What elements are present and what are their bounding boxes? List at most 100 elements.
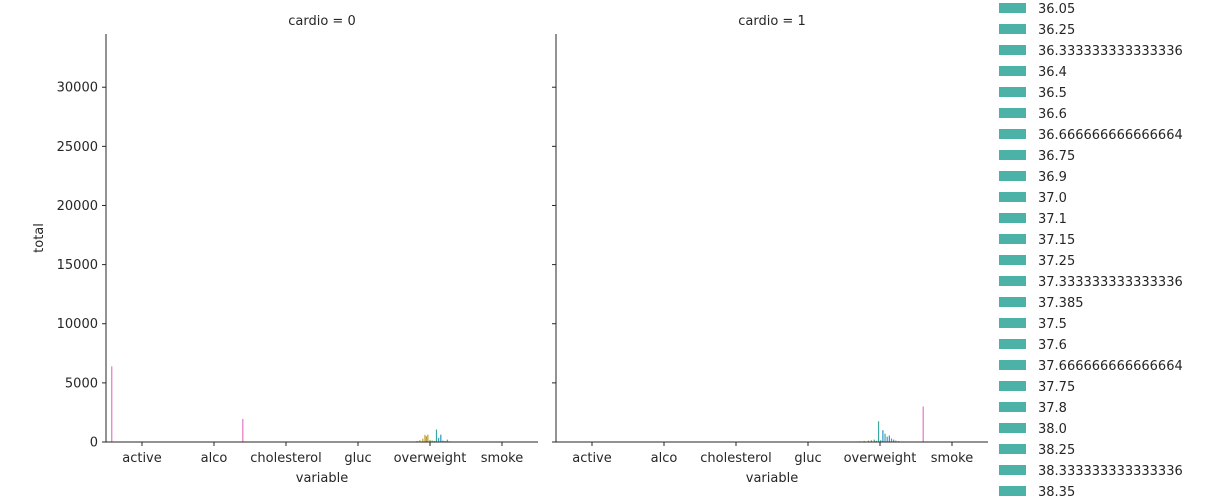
bar-overweight [442, 440, 444, 442]
legend-label: 36.9 [1038, 170, 1067, 185]
x-axis-label: variable [296, 471, 348, 486]
x-axis-label: variable [746, 471, 798, 486]
bar-overweight [863, 440, 865, 442]
legend-swatch [999, 444, 1026, 454]
legend-swatch [999, 297, 1026, 307]
legend-swatch [999, 402, 1026, 412]
legend-label: 38.0 [1038, 422, 1067, 437]
x-tick-label: active [572, 451, 612, 466]
bar-overweight [429, 439, 431, 442]
bar-overweight [890, 438, 893, 442]
legend-swatch [999, 66, 1026, 76]
legend-label: 37.666666666666664 [1038, 359, 1183, 374]
legend-label: 36.25 [1038, 23, 1075, 38]
bar-overweight [431, 440, 433, 442]
bar-overweight [435, 429, 438, 442]
legend-label: 37.1 [1038, 212, 1067, 227]
bar-overweight [882, 430, 884, 442]
legend-label: 36.6 [1038, 107, 1067, 122]
legend-label: 36.666666666666664 [1038, 128, 1183, 143]
y-tick-label: 20000 [57, 199, 98, 214]
legend-swatch [999, 276, 1026, 286]
bar-overweight [886, 436, 888, 442]
legend-label: 37.333333333333336 [1038, 275, 1183, 290]
legend-swatch [999, 24, 1026, 34]
x-tick-label: overweight [394, 451, 467, 466]
x-tick-label: cholesterol [250, 451, 321, 466]
legend-swatch [999, 192, 1026, 202]
legend-label: 37.6 [1038, 338, 1067, 353]
legend-swatch [999, 360, 1026, 370]
legend-swatch [999, 129, 1026, 139]
bar-overweight [438, 437, 440, 442]
bar-overweight [877, 421, 880, 442]
y-tick-label: 10000 [57, 317, 98, 332]
x-tick-label: overweight [844, 451, 917, 466]
legend-swatch [999, 465, 1026, 475]
y-axis-label: total [32, 223, 47, 253]
bar-overweight [424, 434, 426, 442]
bar-overweight [433, 440, 435, 442]
x-tick-label: alco [651, 451, 678, 466]
bar-active [111, 366, 113, 442]
y-tick-label: 15000 [57, 258, 98, 273]
legend-label: 37.8 [1038, 401, 1067, 416]
y-tick-label: 5000 [65, 376, 98, 391]
legend-swatch [999, 213, 1026, 223]
legend-label: 37.75 [1038, 380, 1075, 395]
legend-label: 37.15 [1038, 233, 1075, 248]
legend-swatch [999, 87, 1026, 97]
legend-swatch [999, 150, 1026, 160]
y-tick-label: 25000 [57, 140, 98, 155]
legend-swatch [999, 171, 1026, 181]
bar-overweight [440, 434, 442, 442]
bar-overweight [870, 440, 872, 442]
bar-overweight [880, 440, 882, 442]
legend-swatch [999, 318, 1026, 328]
x-tick-label: smoke [931, 451, 973, 466]
legend-swatch [999, 3, 1026, 13]
bar-overweight [895, 440, 897, 442]
legend-label: 36.5 [1038, 86, 1067, 101]
bar-overweight [446, 439, 448, 442]
legend-label: 37.25 [1038, 254, 1075, 269]
legend-label: 38.25 [1038, 443, 1075, 458]
bar-overweight [884, 433, 886, 442]
bar-overweight [867, 440, 870, 442]
bar-overweight [422, 438, 424, 442]
bar-overweight [425, 436, 427, 442]
y-tick-label: 0 [90, 436, 98, 451]
legend-swatch [999, 255, 1026, 265]
legend-label: 38.333333333333336 [1038, 464, 1183, 479]
facet-title: cardio = 0 [288, 14, 355, 29]
bar-overweight [873, 439, 875, 442]
x-tick-label: gluc [794, 451, 821, 466]
bar-overweight [888, 435, 890, 442]
facet-title: cardio = 1 [738, 14, 805, 29]
x-tick-label: smoke [481, 451, 523, 466]
legend-swatch [999, 234, 1026, 244]
bar-overweight [893, 439, 895, 442]
bar-overweight [419, 440, 421, 442]
legend-swatch [999, 381, 1026, 391]
bar-smoke [922, 406, 924, 442]
legend-label: 38.35 [1038, 485, 1075, 500]
x-tick-label: gluc [344, 451, 371, 466]
legend-swatch [999, 486, 1026, 496]
legend-swatch [999, 45, 1026, 55]
legend-label: 37.385 [1038, 296, 1084, 311]
legend-label: 36.4 [1038, 65, 1067, 80]
bar-overweight [875, 440, 877, 442]
x-tick-label: cholesterol [700, 451, 771, 466]
legend-swatch [999, 108, 1026, 118]
legend-label: 37.5 [1038, 317, 1067, 332]
legend-label: 36.333333333333336 [1038, 44, 1183, 59]
legend-swatch [999, 339, 1026, 349]
bar-overweight [427, 434, 429, 442]
y-tick-label: 30000 [57, 81, 98, 96]
bar-alco [242, 418, 244, 442]
x-tick-label: active [122, 451, 162, 466]
x-tick-label: alco [201, 451, 228, 466]
legend-label: 37.0 [1038, 191, 1067, 206]
